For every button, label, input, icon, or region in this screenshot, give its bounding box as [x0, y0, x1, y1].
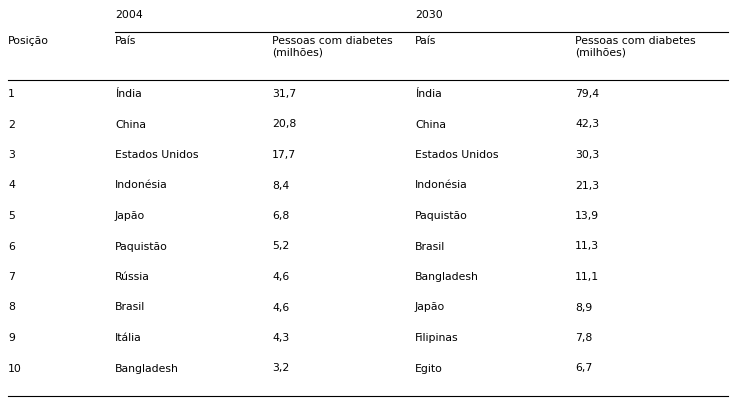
Text: País: País — [415, 36, 436, 46]
Text: 10: 10 — [8, 364, 22, 374]
Text: Indonésia: Indonésia — [115, 181, 168, 191]
Text: 11,3: 11,3 — [575, 242, 599, 252]
Text: Bangladesh: Bangladesh — [115, 364, 179, 374]
Text: 4,3: 4,3 — [272, 333, 289, 343]
Text: 2: 2 — [8, 120, 15, 130]
Text: Indonésia: Indonésia — [415, 181, 468, 191]
Text: 21,3: 21,3 — [575, 181, 599, 191]
Text: 31,7: 31,7 — [272, 89, 296, 99]
Text: 42,3: 42,3 — [575, 120, 599, 130]
Text: 9: 9 — [8, 333, 15, 343]
Text: Filipinas: Filipinas — [415, 333, 459, 343]
Text: Brasil: Brasil — [415, 242, 445, 252]
Text: Estados Unidos: Estados Unidos — [115, 150, 199, 160]
Text: Itália: Itália — [115, 333, 142, 343]
Text: Posição: Posição — [8, 36, 49, 46]
Text: 4,6: 4,6 — [272, 303, 289, 313]
Text: 7: 7 — [8, 272, 15, 282]
Text: 30,3: 30,3 — [575, 150, 599, 160]
Text: Pessoas com diabetes
(milhões): Pessoas com diabetes (milhões) — [575, 36, 696, 58]
Text: 20,8: 20,8 — [272, 120, 297, 130]
Text: 8: 8 — [8, 303, 15, 313]
Text: China: China — [115, 120, 146, 130]
Text: Bangladesh: Bangladesh — [415, 272, 479, 282]
Text: 1: 1 — [8, 89, 15, 99]
Text: 6: 6 — [8, 242, 15, 252]
Text: 5,2: 5,2 — [272, 242, 289, 252]
Text: 7,8: 7,8 — [575, 333, 592, 343]
Text: 4,6: 4,6 — [272, 272, 289, 282]
Text: Índia: Índia — [415, 89, 442, 99]
Text: 4: 4 — [8, 181, 15, 191]
Text: Estados Unidos: Estados Unidos — [415, 150, 498, 160]
Text: 2004: 2004 — [115, 10, 143, 20]
Text: 5: 5 — [8, 211, 15, 221]
Text: País: País — [115, 36, 136, 46]
Text: China: China — [415, 120, 446, 130]
Text: Egito: Egito — [415, 364, 443, 374]
Text: Japão: Japão — [115, 211, 145, 221]
Text: Brasil: Brasil — [115, 303, 145, 313]
Text: Japão: Japão — [415, 303, 445, 313]
Text: Pessoas com diabetes
(milhões): Pessoas com diabetes (milhões) — [272, 36, 392, 58]
Text: 13,9: 13,9 — [575, 211, 599, 221]
Text: 79,4: 79,4 — [575, 89, 599, 99]
Text: 11,1: 11,1 — [575, 272, 599, 282]
Text: 3,2: 3,2 — [272, 364, 289, 374]
Text: 17,7: 17,7 — [272, 150, 296, 160]
Text: 6,7: 6,7 — [575, 364, 592, 374]
Text: Rússia: Rússia — [115, 272, 150, 282]
Text: 6,8: 6,8 — [272, 211, 289, 221]
Text: 3: 3 — [8, 150, 15, 160]
Text: Paquistão: Paquistão — [415, 211, 468, 221]
Text: 8,4: 8,4 — [272, 181, 289, 191]
Text: Paquistão: Paquistão — [115, 242, 168, 252]
Text: 2030: 2030 — [415, 10, 443, 20]
Text: Índia: Índia — [115, 89, 142, 99]
Text: 8,9: 8,9 — [575, 303, 592, 313]
